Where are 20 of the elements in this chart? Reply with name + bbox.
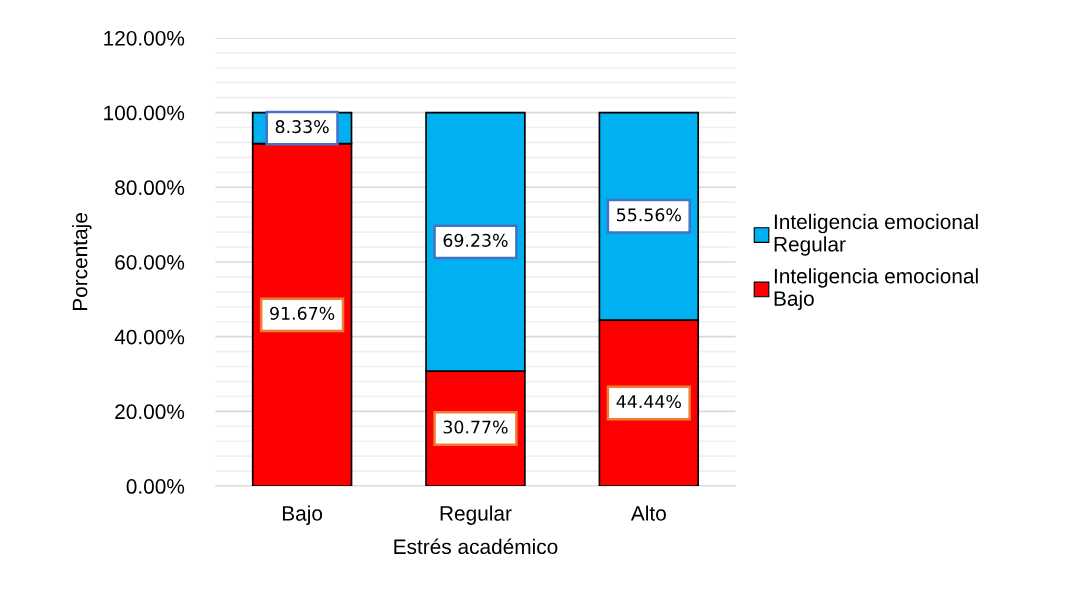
x-tick-label: Regular <box>440 505 512 525</box>
y-tick-label: 80.00% <box>115 180 185 196</box>
y-tick-label: 20.00% <box>115 404 185 420</box>
y-tick-label: 60.00% <box>115 254 185 270</box>
x-tick-label: Bajo <box>282 505 323 525</box>
data-label: 91.67% <box>270 306 335 320</box>
data-label: 8.33% <box>275 120 329 134</box>
data-label: 69.23% <box>443 233 508 247</box>
x-tick-label: Alto <box>630 505 666 521</box>
y-tick-label: 120.00% <box>104 30 185 46</box>
data-label: 30.77% <box>443 420 508 434</box>
y-tick-label: 0.00% <box>126 479 185 494</box>
y-axis-title: Porcentaje <box>72 213 92 311</box>
legend-label: Inteligencia emocional Bajo <box>774 268 978 311</box>
y-tick-label: 40.00% <box>114 329 185 345</box>
y-tick-label: 100.00% <box>104 105 185 121</box>
data-label: 55.56% <box>617 208 681 222</box>
data-label: 44.44% <box>616 394 681 409</box>
x-axis-title: Estrés académico <box>394 538 558 555</box>
legend-label: Inteligencia emocional Regular <box>774 213 978 256</box>
